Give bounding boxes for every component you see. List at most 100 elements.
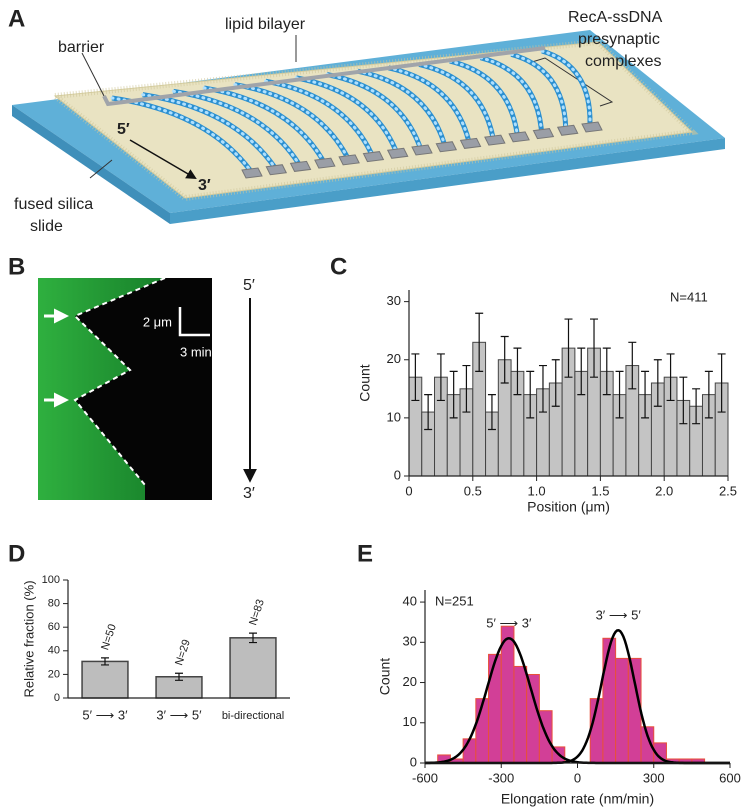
x-tick-label: 0 (574, 770, 581, 785)
y-tick-label: 30 (387, 293, 401, 308)
leader-line (81, 52, 105, 97)
label: 5′ (243, 277, 255, 294)
error-bar (424, 394, 433, 431)
error-bar (449, 370, 458, 419)
label: RecA-ssDNA (568, 9, 663, 26)
error-bar (666, 353, 675, 402)
y-tick-label: 40 (403, 594, 417, 609)
strand-beads (141, 93, 276, 169)
strand-beads (233, 83, 349, 159)
error-bar (653, 359, 662, 407)
label: barrier (58, 39, 105, 56)
y-tick-label: 20 (48, 668, 60, 680)
bar (488, 653, 502, 764)
x-tick-label: 3′ ⟶ 5′ (156, 707, 202, 722)
y-tick-label: 60 (48, 621, 60, 633)
error-bar (475, 312, 484, 372)
pedestal (411, 144, 433, 156)
pedestal (289, 160, 312, 172)
bar (615, 657, 629, 764)
error-bar (679, 376, 688, 425)
panel-label: A (8, 5, 25, 32)
dashed-trace (73, 277, 166, 486)
slide-side (12, 105, 170, 224)
bar-annotation: N=50 (99, 623, 119, 652)
y-tick-label: 100 (42, 574, 60, 586)
bar (229, 637, 277, 699)
bar (526, 673, 540, 764)
panel-label: B (8, 253, 25, 280)
error-bar (462, 364, 471, 413)
bar (462, 738, 477, 764)
pedestal (338, 154, 360, 166)
scale-label: 2 μm (143, 314, 172, 329)
label: 5′ (117, 121, 130, 138)
x-tick-label: 2.5 (719, 483, 737, 498)
x-tick-label: 0 (405, 483, 412, 498)
strand-beads (264, 79, 373, 156)
pedestal (265, 164, 288, 176)
x-tick-label: 0.5 (464, 483, 482, 498)
error-bar (513, 347, 522, 396)
error-bar (704, 370, 713, 419)
pedestal (386, 147, 409, 159)
y-axis-label: Relative fraction (%) (21, 580, 36, 697)
label: 3′ (198, 177, 211, 194)
x-axis-label: Elongation rate (nm/min) (501, 791, 654, 807)
scale-label: 3 min (180, 344, 212, 359)
signal (38, 278, 165, 500)
error-bar (526, 370, 535, 419)
error-bar (538, 364, 547, 413)
x-tick-label: -600 (412, 770, 438, 785)
error-bar (411, 353, 420, 402)
panel-label: C (330, 253, 347, 280)
label: complexes (585, 53, 661, 70)
y-tick-label: 20 (387, 351, 401, 366)
strand-beads (448, 59, 519, 136)
leader-line (89, 159, 113, 179)
error-bar (487, 394, 496, 431)
pedestal (435, 141, 458, 153)
y-tick-label: 0 (54, 692, 60, 704)
strand-beads (325, 73, 422, 149)
x-tick-label: 1.5 (591, 483, 609, 498)
pedestal (362, 151, 385, 163)
fit-label: 5′ ⟶ 3′ (486, 616, 532, 631)
y-tick-label: 30 (403, 634, 417, 649)
x-axis-label: Position (μm) (527, 499, 610, 515)
pedestal (241, 167, 263, 179)
x-tick-label: bi-directional (222, 710, 284, 722)
bar (513, 665, 528, 764)
annotation: N=251 (435, 593, 474, 608)
error-bar (628, 341, 637, 390)
strand-beads (417, 62, 495, 139)
x-tick-label: 600 (719, 770, 741, 785)
error-bar (577, 347, 586, 396)
y-tick-label: 40 (48, 645, 60, 657)
label: fused silica (14, 196, 93, 213)
error-bar (564, 318, 573, 378)
strand-beads (386, 66, 471, 142)
pedestal (314, 157, 336, 169)
label: 3′ (243, 485, 255, 502)
label: presynaptic (578, 31, 660, 48)
bar (602, 637, 617, 764)
slide-front (170, 138, 725, 224)
annotation: N=411 (670, 289, 708, 304)
strand-beads (202, 86, 325, 162)
error-bar (717, 353, 726, 413)
pedestal (484, 134, 506, 146)
error-bar (175, 672, 183, 681)
pedestal (532, 128, 555, 140)
x-tick-label: 300 (643, 770, 665, 785)
y-tick-label: 0 (410, 754, 417, 769)
strand-beads (479, 56, 543, 133)
y-tick-label: 10 (403, 714, 417, 729)
strand-beads (356, 69, 446, 146)
pedestal (581, 121, 603, 133)
bar (81, 660, 129, 699)
barrier (102, 46, 546, 107)
panel-label: D (8, 540, 25, 567)
y-tick-label: 20 (403, 674, 417, 689)
